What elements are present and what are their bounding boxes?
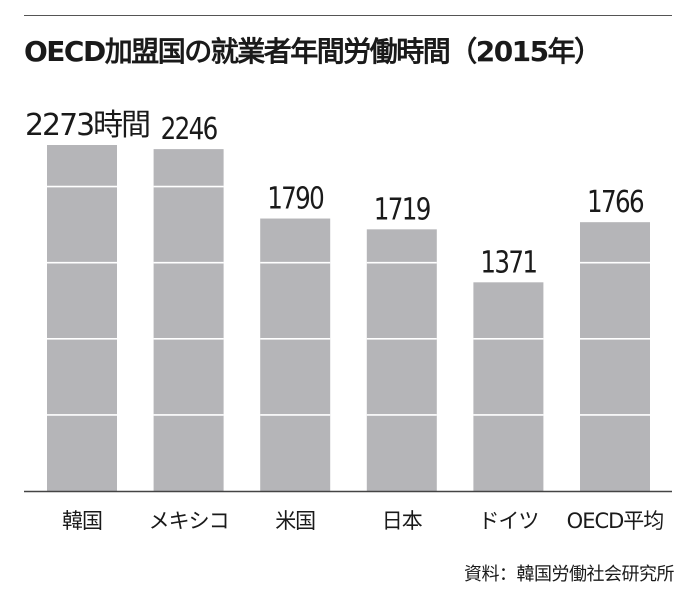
bar-3 (260, 218, 331, 491)
category-label-1: 韓国 (62, 509, 102, 533)
chart-title: OECD加盟国の就業者年間労働時間（2015年） (24, 35, 602, 68)
top-rule (24, 15, 672, 16)
category-label-2: メキシコ (149, 509, 229, 533)
value-label-1: 2273時間 (25, 108, 149, 143)
bar-6 (580, 222, 650, 491)
category-label-6: OECD平均 (567, 509, 664, 533)
value-label-2: 2246 (161, 112, 218, 147)
bar-2 (153, 149, 224, 491)
bar-4 (366, 229, 437, 491)
value-label-5: 1371 (480, 245, 536, 280)
category-label-5: ドイツ (478, 509, 538, 533)
value-label-3: 1790 (267, 182, 324, 217)
source-note: 資料：韓国労働社会研究所 (464, 564, 675, 585)
bar-5 (473, 282, 544, 491)
category-label-3: 米国 (275, 509, 315, 533)
bar-1 (47, 145, 117, 491)
category-label-4: 日本 (382, 509, 423, 533)
value-label-6: 1766 (587, 185, 644, 220)
value-label-4: 1719 (374, 192, 430, 227)
